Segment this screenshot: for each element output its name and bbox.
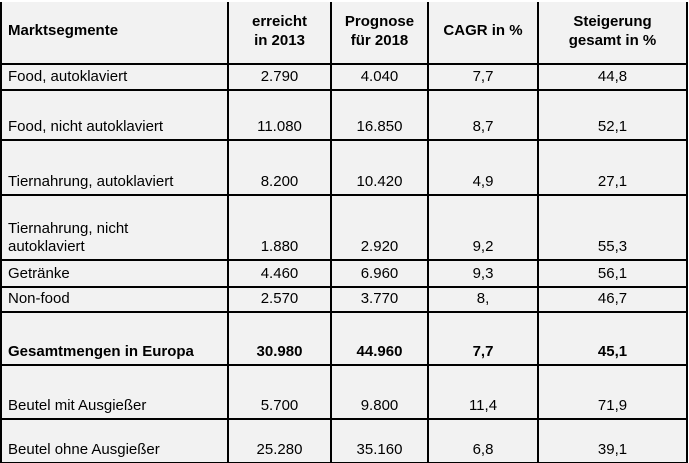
value-cell: 9.800 (330, 364, 429, 420)
row-label-line: autoklaviert (8, 238, 85, 256)
header-line: gesamt in % (568, 31, 657, 49)
header-line: Marktsegmente (8, 22, 119, 40)
value-cell: 10.420 (330, 139, 429, 196)
value-cell: 46,7 (537, 286, 688, 313)
row-label-line: Beutel ohne Ausgießer (8, 441, 160, 459)
value-cell: 56,1 (537, 259, 688, 288)
value-cell: 44,8 (537, 63, 688, 91)
value-cell: 11,4 (427, 364, 539, 420)
header-line: in 2013 (254, 31, 305, 49)
value-cell: 39,1 (537, 418, 688, 463)
table-row: Non-food 2.570 3.770 8, 46,7 (0, 286, 688, 313)
row-label-cell: Tiernahrung, autoklaviert (0, 139, 229, 196)
value-cell: 9,2 (427, 194, 539, 261)
value-cell: 6.960 (330, 259, 429, 288)
header-line: erreicht (251, 12, 308, 30)
value-cell: 4.460 (227, 259, 332, 288)
row-label-line: Food, autoklaviert (8, 68, 128, 86)
value-cell: 35.160 (330, 418, 429, 463)
value-cell: 44.960 (330, 311, 429, 366)
table-row: Beutel ohne Ausgießer 25.280 35.160 6,8 … (0, 418, 688, 463)
row-label-line: Getränke (8, 265, 70, 283)
header-line: Prognose (344, 12, 415, 30)
value-cell: 7,7 (427, 311, 539, 366)
row-label-line: Food, nicht autoklaviert (8, 118, 164, 136)
value-cell: 8, (427, 286, 539, 313)
value-cell: 4,9 (427, 139, 539, 196)
row-label-line: Tiernahrung, nicht (8, 219, 129, 237)
value-cell: 71,9 (537, 364, 688, 420)
table-row: Food, autoklaviert 2.790 4.040 7,7 44,8 (0, 63, 688, 91)
table-row: Beutel mit Ausgießer 5.700 9.800 11,4 71… (0, 364, 688, 420)
row-label-cell: Tiernahrung, nicht autoklaviert (0, 194, 229, 261)
table-row: Getränke 4.460 6.960 9,3 56,1 (0, 259, 688, 288)
value-cell: 3.770 (330, 286, 429, 313)
row-label-cell: Gesamtmengen in Europa (0, 311, 229, 366)
table-row-total: Gesamtmengen in Europa 30.980 44.960 7,7… (0, 311, 688, 366)
value-cell: 25.280 (227, 418, 332, 463)
table-row: Tiernahrung, nicht autoklaviert 1.880 2.… (0, 194, 688, 261)
header-row: Marktsegmente erreicht in 2013 Prognose … (0, 2, 688, 65)
row-label-line: Tiernahrung, autoklaviert (8, 173, 174, 191)
value-cell: 30.980 (227, 311, 332, 366)
row-label-line: Non-food (8, 290, 70, 308)
value-cell: 16.850 (330, 89, 429, 141)
value-cell: 6,8 (427, 418, 539, 463)
table-row: Tiernahrung, autoklaviert 8.200 10.420 4… (0, 139, 688, 196)
value-cell: 45,1 (537, 311, 688, 366)
row-label-line: Gesamtmengen in Europa (8, 343, 194, 361)
value-cell: 55,3 (537, 194, 688, 261)
row-label-cell: Food, nicht autoklaviert (0, 89, 229, 141)
header-line: Steigerung (573, 12, 652, 30)
value-cell: 9,3 (427, 259, 539, 288)
column-header-prognose-2018: Prognose für 2018 (330, 2, 429, 65)
value-cell: 8.200 (227, 139, 332, 196)
header-line: CAGR in % (443, 22, 523, 40)
column-header-cagr: CAGR in % (427, 2, 539, 65)
row-label-line: Beutel mit Ausgießer (8, 397, 147, 415)
value-cell: 27,1 (537, 139, 688, 196)
column-header-marktsegmente: Marktsegmente (0, 2, 229, 65)
value-cell: 8,7 (427, 89, 539, 141)
value-cell: 2.920 (330, 194, 429, 261)
row-label-cell: Food, autoklaviert (0, 63, 229, 91)
column-header-erreicht-2013: erreicht in 2013 (227, 2, 332, 65)
table-row: Food, nicht autoklaviert 11.080 16.850 8… (0, 89, 688, 141)
value-cell: 2.570 (227, 286, 332, 313)
value-cell: 52,1 (537, 89, 688, 141)
value-cell: 4.040 (330, 63, 429, 91)
column-header-steigerung: Steigerung gesamt in % (537, 2, 688, 65)
value-cell: 2.790 (227, 63, 332, 91)
value-cell: 7,7 (427, 63, 539, 91)
value-cell: 11.080 (227, 89, 332, 141)
header-line: für 2018 (350, 31, 409, 49)
row-label-cell: Getränke (0, 259, 229, 288)
row-label-cell: Non-food (0, 286, 229, 313)
row-label-cell: Beutel ohne Ausgießer (0, 418, 229, 463)
value-cell: 5.700 (227, 364, 332, 420)
value-cell: 1.880 (227, 194, 332, 261)
row-label-cell: Beutel mit Ausgießer (0, 364, 229, 420)
